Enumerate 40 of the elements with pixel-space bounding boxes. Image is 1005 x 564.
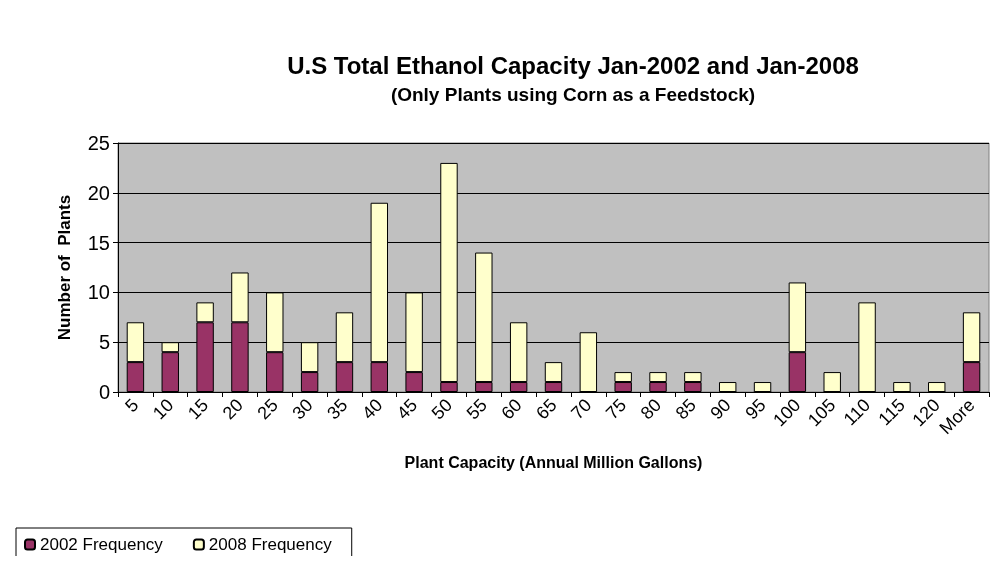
chart-subtitle: (Only Plants using Corn as a Feedstock) — [390, 84, 756, 105]
y-tick-label: 20 — [87, 181, 110, 204]
x-tick-label: 100 — [769, 394, 805, 431]
x-tick-label: 40 — [358, 394, 387, 424]
x-tick-label: 90 — [706, 394, 735, 424]
y-tick-label: 5 — [98, 331, 110, 354]
x-tick-label: 10 — [149, 394, 178, 424]
y-tick-label: 0 — [98, 381, 110, 403]
legend-label: 2002 Frequency — [40, 535, 164, 554]
bar — [928, 382, 946, 392]
bar — [753, 382, 772, 392]
x-tick-label: 110 — [839, 394, 875, 430]
x-tick-label: 15 — [183, 394, 213, 424]
x-tick-label: 35 — [323, 394, 352, 424]
x-tick-label: 30 — [288, 394, 317, 424]
y-tick-label: 25 — [87, 132, 110, 154]
y-axis-title: Number of Plants — [55, 194, 74, 341]
y-tick-label: 15 — [87, 231, 110, 254]
x-tick-label: 85 — [671, 394, 700, 424]
legend-label: 2008 Frequency — [208, 535, 333, 554]
y-tick-label: 10 — [87, 281, 110, 304]
x-tick-label: 105 — [803, 394, 840, 431]
bar — [718, 382, 737, 392]
x-tick-label: 115 — [874, 394, 909, 430]
x-tick-label: 50 — [427, 394, 457, 424]
x-tick-label: 80 — [636, 394, 666, 424]
x-tick-label: 70 — [567, 394, 596, 424]
x-axis-title: Plant Capacity (Annual Million Gallons) — [404, 453, 703, 471]
x-tick-label: 5 — [121, 394, 143, 417]
x-tick-label: 55 — [462, 394, 491, 424]
bar — [893, 382, 911, 392]
x-tick-label: 65 — [532, 394, 561, 424]
chart-title: U.S Total Ethanol Capacity Jan-2002 and Jan-2008 — [287, 51, 859, 79]
bar — [823, 372, 841, 392]
x-tick-label: 25 — [253, 394, 282, 424]
x-tick-label: 75 — [601, 394, 631, 424]
x-tick-label: 20 — [218, 394, 248, 424]
x-tick-label: 60 — [497, 394, 526, 424]
x-tick-label: 45 — [392, 394, 422, 424]
x-tick-label: 95 — [741, 394, 770, 424]
